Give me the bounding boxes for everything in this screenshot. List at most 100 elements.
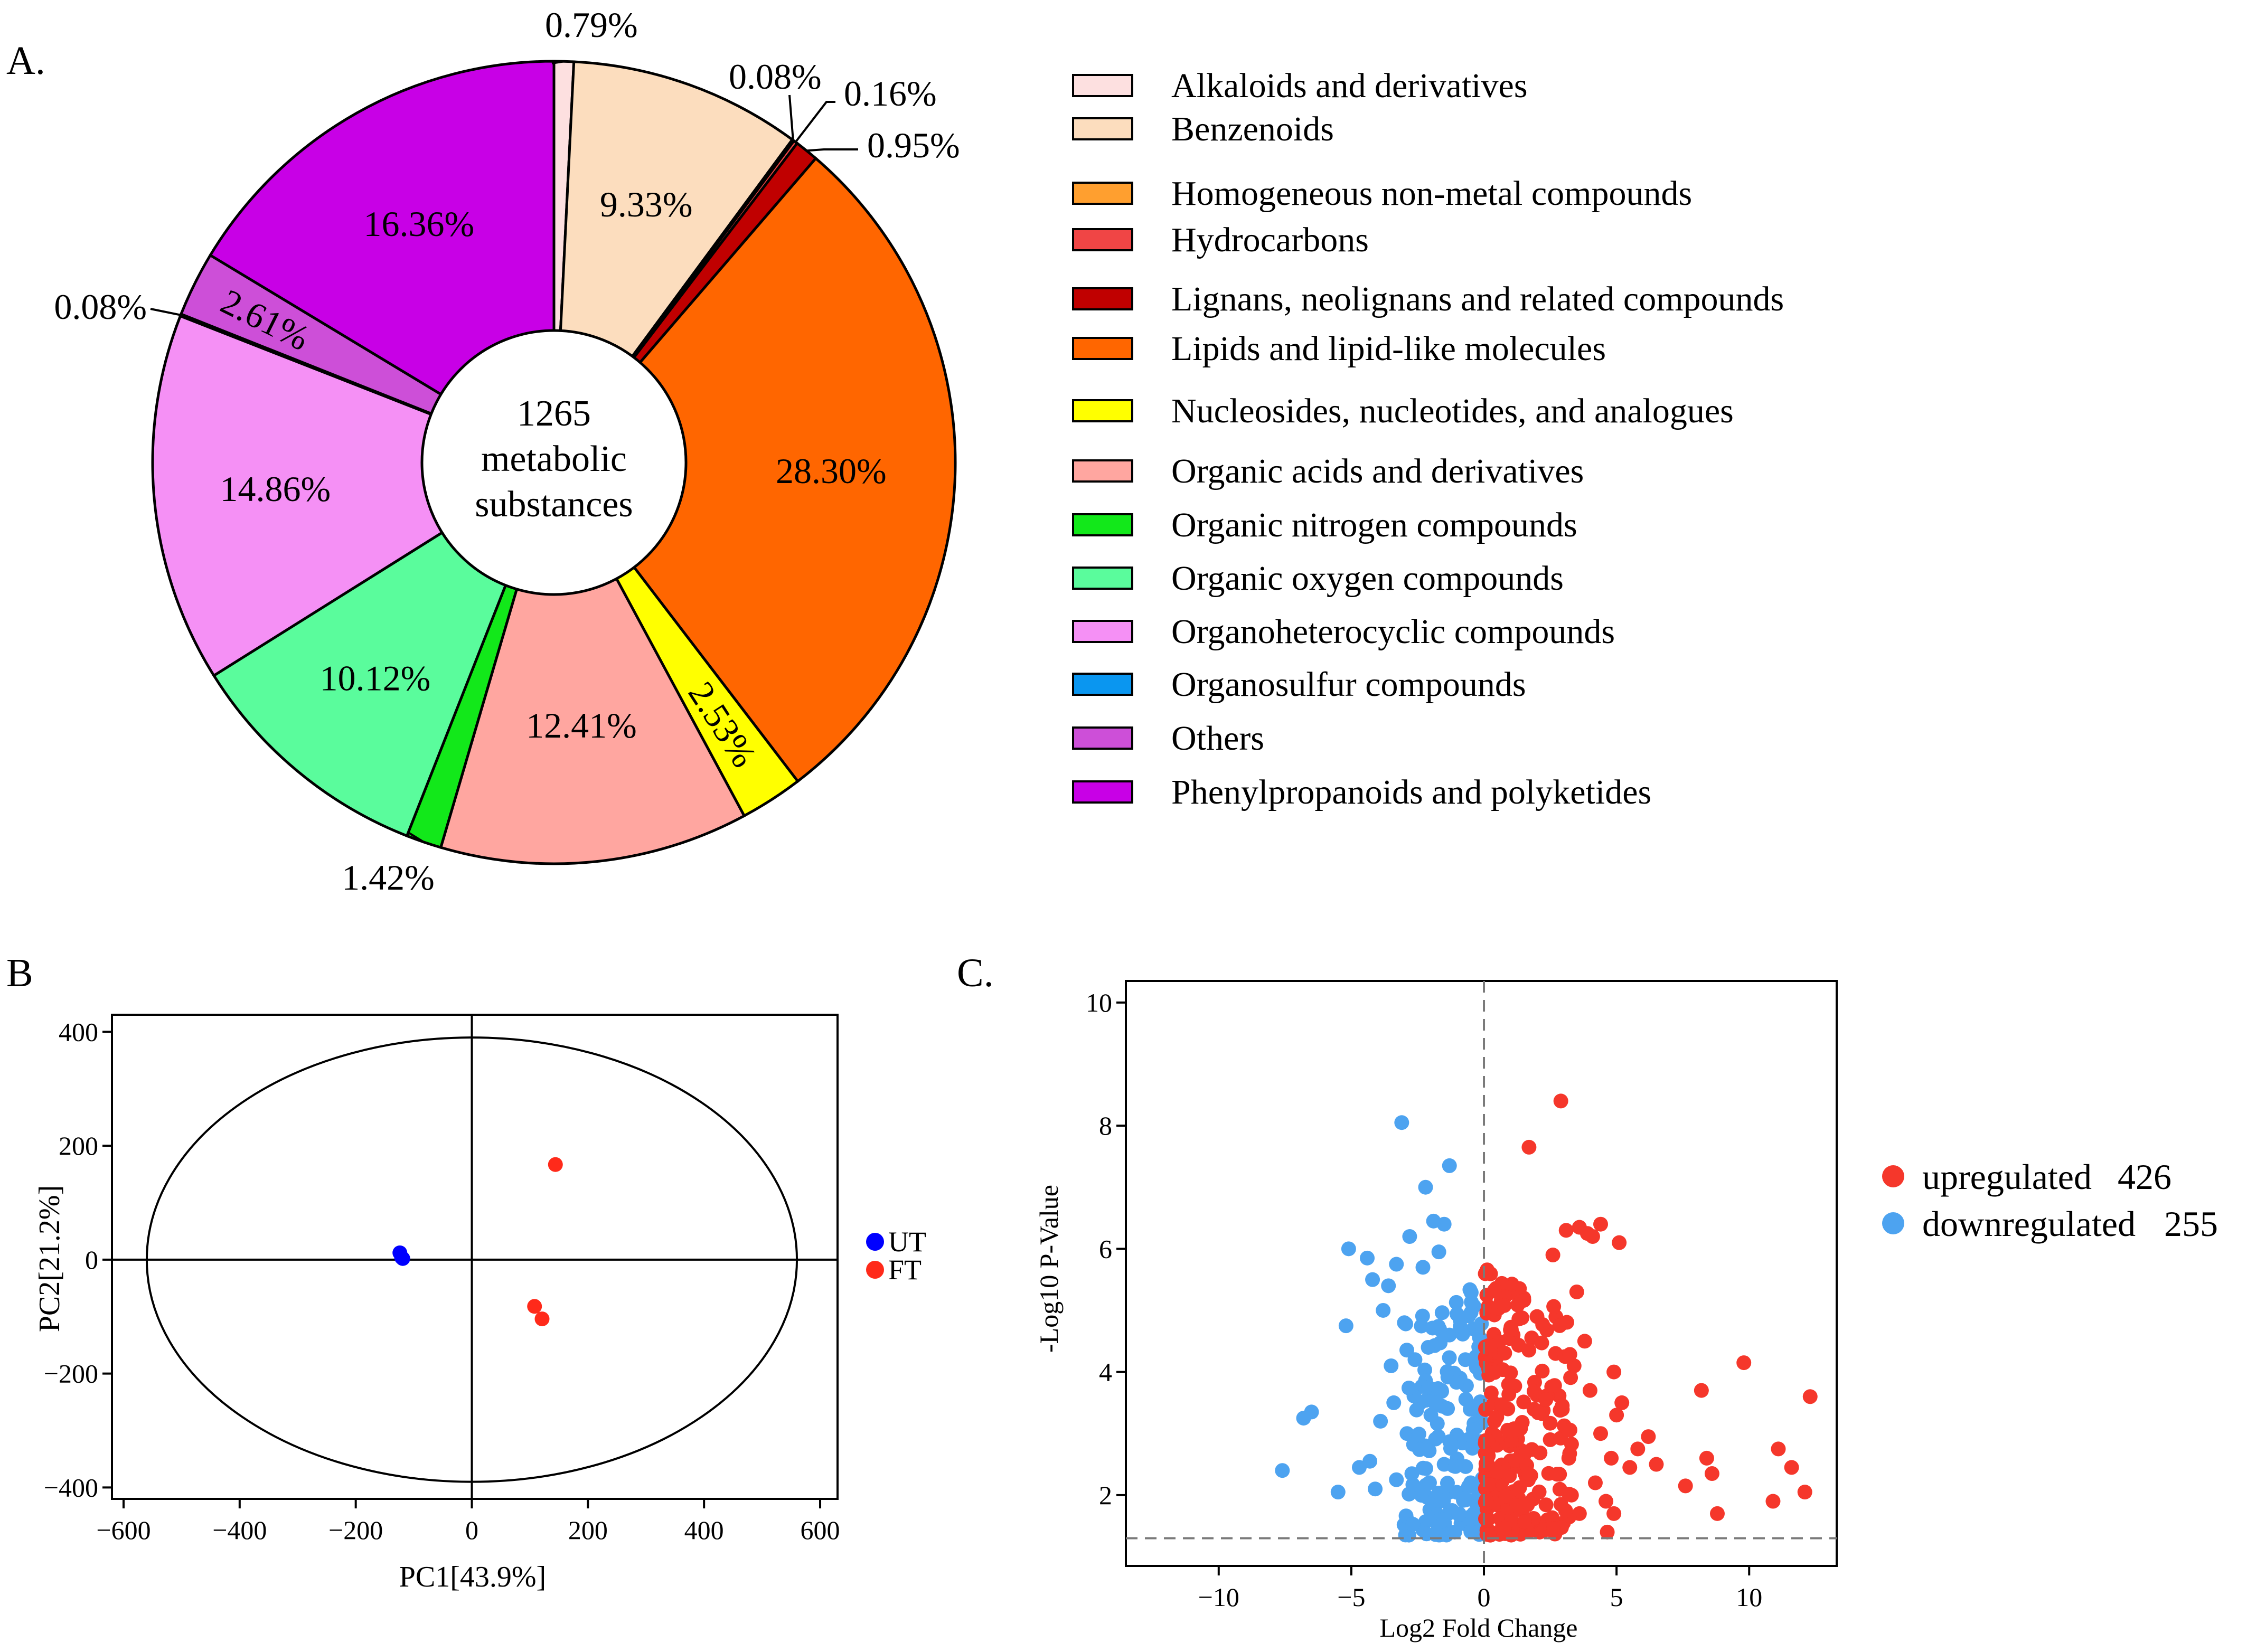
pie-label-organic-acids-and-derivatives: 12.41% — [526, 705, 637, 745]
volcano-point-downregulated — [1463, 1305, 1479, 1320]
pie-leader-homogeneous-non-metal-compounds — [788, 95, 794, 140]
pie-legend-label-organosulfur-compounds: Organosulfur compounds — [1171, 665, 1526, 704]
volcano-point-upregulated — [1771, 1441, 1786, 1457]
volcano-point-downregulated — [1414, 1488, 1429, 1503]
volcano-point-downregulated — [1398, 1316, 1413, 1332]
volcano-point-upregulated — [1521, 1466, 1536, 1481]
pca-legend-ut-marker — [866, 1233, 884, 1251]
volcano-point-upregulated — [1483, 1338, 1498, 1353]
pie-center-line-2: metabolic — [481, 439, 627, 479]
volcano-point-downregulated — [1405, 1517, 1421, 1532]
volcano-point-upregulated — [1508, 1453, 1523, 1468]
volcano-point-downregulated — [1430, 1416, 1445, 1431]
volcano-point-downregulated — [1463, 1524, 1479, 1540]
pca-y-tick-label: 400 — [59, 1017, 98, 1046]
pie-legend-swatch-organoheterocyclic-compounds — [1072, 620, 1133, 643]
volcano-point-downregulated — [1431, 1244, 1446, 1260]
pie-label-lipids-and-lipid-like-molecules: 28.30% — [776, 451, 887, 491]
volcano-point-upregulated — [1521, 1139, 1537, 1155]
volcano-point-downregulated — [1431, 1429, 1446, 1445]
volcano-point-upregulated — [1521, 1343, 1537, 1358]
pie-legend-swatch-alkaloids-and-derivatives — [1072, 74, 1133, 97]
volcano-point-upregulated — [1531, 1484, 1547, 1499]
pie-center-line-1: 1265 — [517, 393, 591, 434]
pie-label-organic-nitrogen-compounds: 1.42% — [342, 857, 435, 898]
pca-legend-ft-label: FT — [888, 1254, 922, 1286]
volcano-point-downregulated — [1399, 1426, 1415, 1441]
volcano-point-upregulated — [1501, 1377, 1516, 1392]
volcano-point-upregulated — [1546, 1299, 1562, 1314]
pca-y-tick-label: −200 — [44, 1359, 98, 1389]
pca-x-tick-label: 400 — [684, 1515, 724, 1545]
volcano-point-upregulated — [1649, 1457, 1664, 1472]
pca-x-tick-label: 0 — [465, 1515, 478, 1545]
panel-b-label: B — [6, 951, 33, 995]
volcano-point-upregulated — [1593, 1426, 1609, 1441]
volcano-point-upregulated — [1517, 1514, 1533, 1530]
volcano-point-upregulated — [1606, 1506, 1622, 1521]
pie-slice-lipids-and-lipid-like-molecules — [552, 156, 957, 783]
volcano-point-upregulated — [1802, 1389, 1818, 1404]
volcano-y-tick-label: 4 — [1099, 1357, 1112, 1387]
volcano-point-upregulated — [1546, 1521, 1561, 1536]
pca-y-label: PC2[21.2%] — [33, 1185, 66, 1332]
volcano-point-upregulated — [1562, 1347, 1577, 1362]
volcano-point-upregulated — [1497, 1345, 1512, 1361]
volcano-point-downregulated — [1442, 1158, 1457, 1173]
volcano-y-label: -Log10 P-Value — [1034, 1185, 1064, 1353]
pie-label-organosulfur-compounds: 0.08% — [54, 287, 147, 327]
volcano-point-upregulated — [1604, 1450, 1619, 1466]
pie-leader-alkaloids-and-derivatives — [551, 60, 565, 64]
pca-x-tick-label: −400 — [212, 1515, 267, 1545]
pie-legend-label-homogeneous-non-metal-compounds: Homogeneous non-metal compounds — [1171, 174, 1692, 213]
pie-legend-label-phenylpropanoids-and-polyketides: Phenylpropanoids and polyketides — [1171, 773, 1651, 811]
volcano-point-upregulated — [1516, 1394, 1531, 1410]
volcano-point-upregulated — [1562, 1446, 1577, 1461]
pie-slice-organic-acids-and-derivatives — [439, 459, 746, 865]
volcano-point-downregulated — [1463, 1285, 1479, 1300]
volcano-point-downregulated — [1384, 1358, 1399, 1373]
volcano-point-downregulated — [1401, 1380, 1416, 1395]
volcano-point-upregulated — [1509, 1498, 1525, 1514]
volcano-point-downregulated — [1417, 1362, 1433, 1377]
volcano-point-downregulated — [1449, 1375, 1464, 1390]
volcano-point-downregulated — [1422, 1475, 1437, 1490]
volcano-point-downregulated — [1458, 1459, 1473, 1474]
volcano-point-downregulated — [1465, 1438, 1480, 1453]
volcano-point-upregulated — [1510, 1297, 1526, 1313]
pie-annotations: 0.79%9.33%0.08% 0.16%0.95%28.30%2.53%12.4… — [54, 5, 960, 898]
pca-confidence-ellipse — [145, 1036, 798, 1483]
pie-label-lignans-neolignans-and-related-compounds: 0.95% — [867, 125, 960, 165]
pie-legend-label-alkaloids-and-derivatives: Alkaloids and derivatives — [1171, 67, 1528, 105]
volcano-point-upregulated — [1538, 1392, 1554, 1407]
pca-y-tick-label: 200 — [59, 1131, 98, 1160]
pie-label-homogeneous-non-metal-compounds: 0.08% — [729, 56, 822, 97]
pie-legend-swatch-hydrocarbons — [1072, 228, 1133, 251]
pie-label-benzenoids: 9.33% — [600, 184, 693, 224]
pca-plot-frame — [111, 1014, 839, 1500]
pie-legend-swatch-others — [1072, 726, 1133, 750]
volcano-legend-up-marker — [1882, 1165, 1904, 1187]
volcano-point-upregulated — [1569, 1284, 1584, 1299]
volcano-point-upregulated — [1694, 1383, 1709, 1398]
volcano-point-downregulated — [1296, 1411, 1311, 1426]
pie-legend-swatch-organic-oxygen-compounds — [1072, 567, 1133, 590]
volcano-point-upregulated — [1709, 1506, 1725, 1521]
panel-c-label: C. — [957, 951, 994, 995]
pie-leader-organic-nitrogen-compounds — [408, 832, 425, 843]
pca-x-tick-label: 200 — [568, 1515, 608, 1545]
volcano-point-upregulated — [1736, 1355, 1752, 1371]
volcano-point-downregulated — [1404, 1466, 1419, 1481]
volcano-point-upregulated — [1534, 1335, 1549, 1351]
volcano-point-upregulated — [1553, 1093, 1568, 1109]
volcano-point-upregulated — [1678, 1478, 1693, 1494]
volcano-point-upregulated — [1479, 1493, 1494, 1508]
volcano-point-upregulated — [1593, 1216, 1609, 1232]
volcano-point-upregulated — [1612, 1235, 1627, 1250]
pie-legend-label-hydrocarbons: Hydrocarbons — [1171, 221, 1369, 259]
volcano-point-downregulated — [1381, 1278, 1396, 1294]
volcano-point-downregulated — [1439, 1527, 1454, 1543]
volcano-point-upregulated — [1535, 1363, 1550, 1379]
volcano-point-upregulated — [1497, 1298, 1512, 1313]
volcano-point-upregulated — [1577, 1334, 1592, 1349]
